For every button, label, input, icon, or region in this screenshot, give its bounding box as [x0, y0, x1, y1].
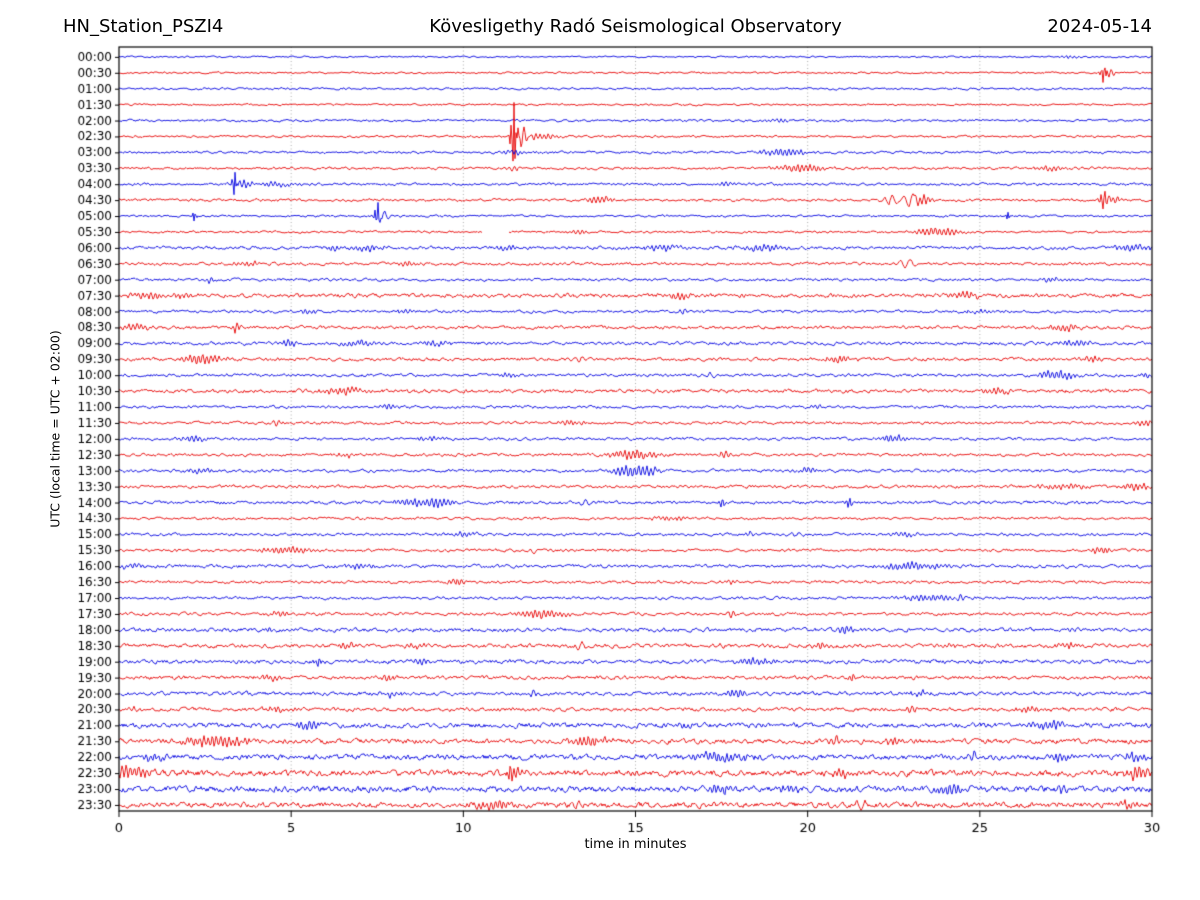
helicorder-plot-canvas — [0, 0, 1200, 900]
helicorder-page: HN_Station_PSZI4 Kövesligethy Radó Seism… — [0, 0, 1200, 900]
